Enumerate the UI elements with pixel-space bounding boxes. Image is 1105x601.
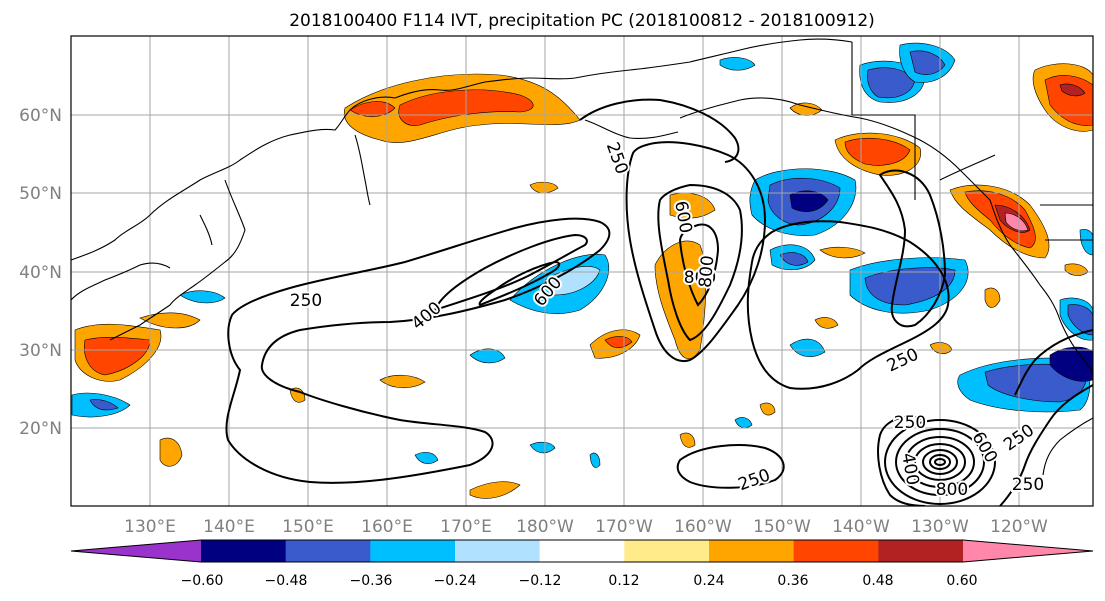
contour-label: 800 bbox=[696, 255, 719, 289]
colorbar-extend-high bbox=[963, 540, 1093, 562]
colorbar-swatch bbox=[201, 540, 287, 562]
lat-label: 50°N bbox=[19, 184, 62, 204]
colorbar-tick-label: −0.12 bbox=[519, 573, 562, 589]
colorbar-ticks: −0.60 −0.48 −0.36 −0.24 −0.12 0.12 0.24 … bbox=[181, 573, 978, 589]
contour-label: 250 bbox=[1012, 475, 1044, 495]
latitude-labels: 60°N 50°N 40°N 30°N 20°N bbox=[19, 106, 62, 439]
colorbar-tick-label: 0.36 bbox=[777, 573, 808, 589]
colorbar-tick-label: 0.60 bbox=[946, 573, 977, 589]
lon-label: 130°W bbox=[911, 517, 969, 537]
lat-label: 60°N bbox=[19, 106, 62, 126]
lon-label: 140°W bbox=[832, 517, 890, 537]
lon-label: 170°E bbox=[440, 517, 492, 537]
colorbar-swatch bbox=[455, 540, 541, 562]
lon-label: 180°W bbox=[516, 517, 574, 537]
ivt-contours bbox=[225, 98, 1093, 506]
longitude-labels: 130°E 140°E 150°E 160°E 170°E 180°W 170°… bbox=[124, 517, 1048, 537]
colorbar-swatch bbox=[624, 540, 710, 562]
colorbar-tick-label: −0.36 bbox=[350, 573, 393, 589]
colorbar-swatch bbox=[878, 540, 964, 562]
colorbar-tick-label: −0.60 bbox=[181, 573, 224, 589]
colorbar-tick-label: −0.24 bbox=[434, 573, 477, 589]
colorbar-tick-label: 0.48 bbox=[862, 573, 893, 589]
lon-label: 150°E bbox=[282, 517, 334, 537]
colorbar bbox=[70, 539, 1094, 563]
lon-label: 160°E bbox=[361, 517, 413, 537]
colorbar-swatch bbox=[709, 540, 795, 562]
lon-label: 160°W bbox=[674, 517, 732, 537]
colorbar-tick-label: −0.48 bbox=[265, 573, 308, 589]
lon-label: 170°W bbox=[595, 517, 653, 537]
lat-label: 40°N bbox=[19, 263, 62, 283]
colorbar-swatch bbox=[539, 540, 625, 562]
coastlines bbox=[71, 38, 1093, 476]
contour-label: 800 bbox=[684, 268, 716, 288]
lat-label: 20°N bbox=[19, 419, 62, 439]
colorbar-tick-label: 0.12 bbox=[608, 573, 639, 589]
colorbar-extend-low bbox=[71, 540, 201, 562]
colorbar-tick-label: 0.24 bbox=[693, 573, 724, 589]
lat-label: 30°N bbox=[19, 341, 62, 361]
colorbar-outline bbox=[70, 539, 1094, 563]
lon-label: 150°W bbox=[753, 517, 811, 537]
lon-label: 140°E bbox=[203, 517, 255, 537]
precipitation-shading bbox=[71, 42, 1093, 499]
figure-title: 2018100400 F114 IVT, precipitation PC (2… bbox=[289, 11, 875, 31]
colorbar-swatch bbox=[285, 540, 371, 562]
colorbar-swatch bbox=[370, 540, 456, 562]
colorbar-swatch bbox=[793, 540, 879, 562]
contour-label: 250 bbox=[290, 291, 322, 311]
lon-label: 120°W bbox=[990, 517, 1048, 537]
lon-label: 130°E bbox=[124, 517, 176, 537]
map-frame bbox=[70, 35, 1094, 507]
contour-label: 250 bbox=[894, 413, 926, 433]
contour-label: 800 bbox=[936, 480, 968, 500]
